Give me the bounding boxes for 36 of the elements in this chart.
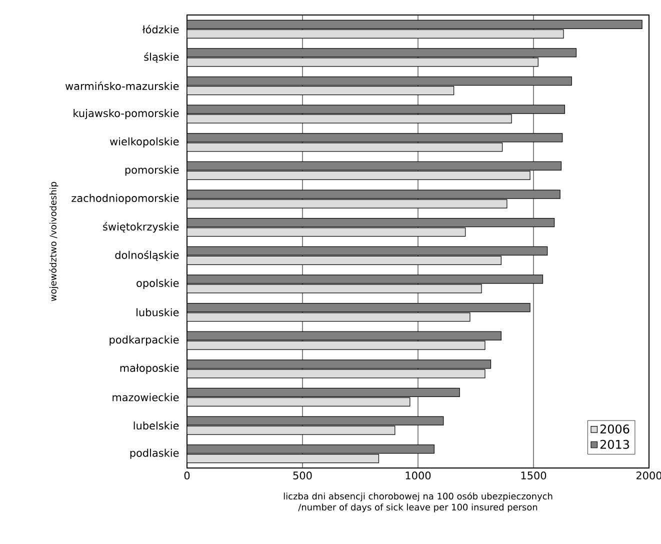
bar [187,256,502,265]
x-tick-label: 1000 [406,472,431,480]
x-tick-label: 0 [184,472,190,480]
y-tick-label: wielkopolskie [110,137,179,148]
y-tick-label: zachodniopomorskie [72,194,179,204]
bar [187,397,410,407]
y-tick-label: dolnośląskie [115,250,179,261]
y-tick-label: podkarpackie [110,336,179,346]
bar [187,312,470,322]
y-tick-label: łódzkie [142,24,179,34]
y-tick-label: pomorskie [125,166,179,176]
legend-label: 2013 [600,440,629,449]
y-tick-label: mazowieckie [112,393,179,402]
y-tick-label: małoposkie [120,364,179,374]
legend-label: 2006 [600,424,630,434]
bar [187,369,486,378]
y-tick-label: lubelskie [134,421,179,430]
x-tick-label: 500 [293,472,312,480]
x-axis-title: liczba dni absencji chorobowej na 100 osób ubezpieczonych /number of days of sick leave per 100 insured person [284,492,552,512]
y-tick-label: podlaskie [130,448,179,459]
y-axis-title: województwo /voivodeship [49,182,58,302]
bar [187,86,454,96]
bar [187,228,466,237]
y-tick-label: warmińsko-mazurskie [65,82,179,90]
bar [187,29,564,38]
y-tick-label: świętokrzyskie [103,222,179,233]
bar [187,340,486,350]
y-tick-label: śląskie [144,52,179,63]
bar [187,454,380,464]
y-tick-label: opolskie [136,278,179,290]
bar [187,114,512,124]
x-tick-label: 1500 [521,472,546,480]
y-tick-label: kujawsko-pomorskie [74,109,179,120]
y-tick-label: lubuskie [136,308,179,316]
bar [187,142,503,152]
bar [187,170,530,180]
